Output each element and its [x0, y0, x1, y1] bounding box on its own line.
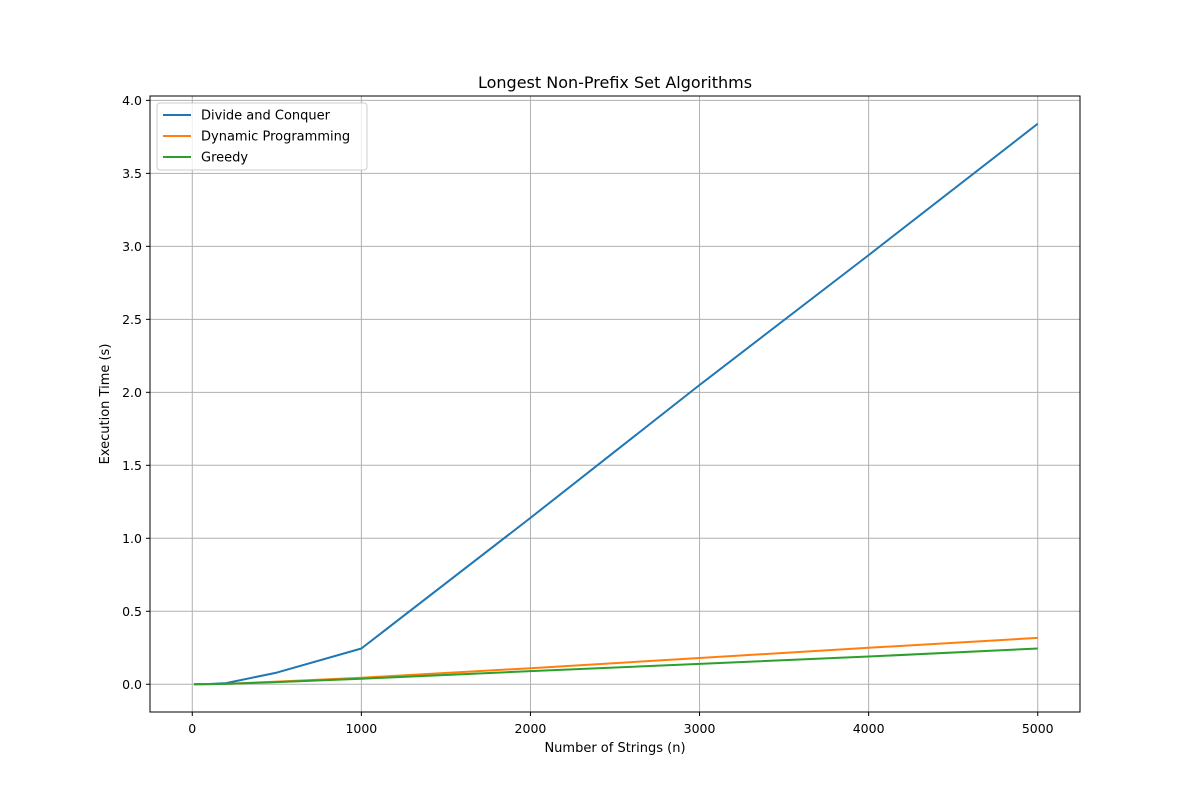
series-line-divide-and-conquer — [193, 122, 1039, 686]
y-tick-label: 3.0 — [122, 239, 142, 254]
x-tick-label: 2000 — [515, 721, 547, 736]
legend-label-greedy: Greedy — [201, 151, 248, 166]
y-tick-label: 4.0 — [122, 93, 142, 108]
x-axis-label: Number of Strings (n) — [544, 741, 685, 756]
y-axis-label: Execution Time (s) — [98, 344, 113, 465]
grid — [150, 96, 1080, 712]
x-tick-label: 0 — [188, 721, 196, 736]
x-tick-label: 1000 — [345, 721, 377, 736]
plot-frame — [149, 95, 1081, 713]
y-tick-label: 2.0 — [122, 385, 142, 400]
y-tick-label: 1.5 — [122, 458, 142, 473]
y-tick-label: 2.5 — [122, 312, 142, 327]
chart-title: Longest Non-Prefix Set Algorithms — [478, 73, 752, 92]
x-tick-label: 5000 — [1022, 721, 1054, 736]
series-line-greedy — [193, 647, 1038, 686]
series-lines — [193, 122, 1039, 686]
legend-box — [156, 102, 368, 171]
legend-label-dynamic-programming: Dynamic Programming — [201, 130, 350, 145]
axis-ticks: 0 1000 2000 3000 4000 5000 0.0 0.5 1.0 1.5 2.0 2.5 3… — [122, 93, 1054, 736]
y-tick-label: 1.0 — [122, 531, 142, 546]
y-tick-label: 3.5 — [122, 166, 142, 181]
y-tick-label: 0.5 — [122, 604, 142, 619]
legend: Divide and Conquer Dynamic Programming Gre… — [156, 102, 368, 171]
x-tick-label: 4000 — [853, 721, 885, 736]
x-tick-label: 3000 — [684, 721, 716, 736]
legend-label-divide-and-conquer: Divide and Conquer — [201, 109, 331, 124]
y-tick-label: 0.0 — [122, 677, 142, 692]
